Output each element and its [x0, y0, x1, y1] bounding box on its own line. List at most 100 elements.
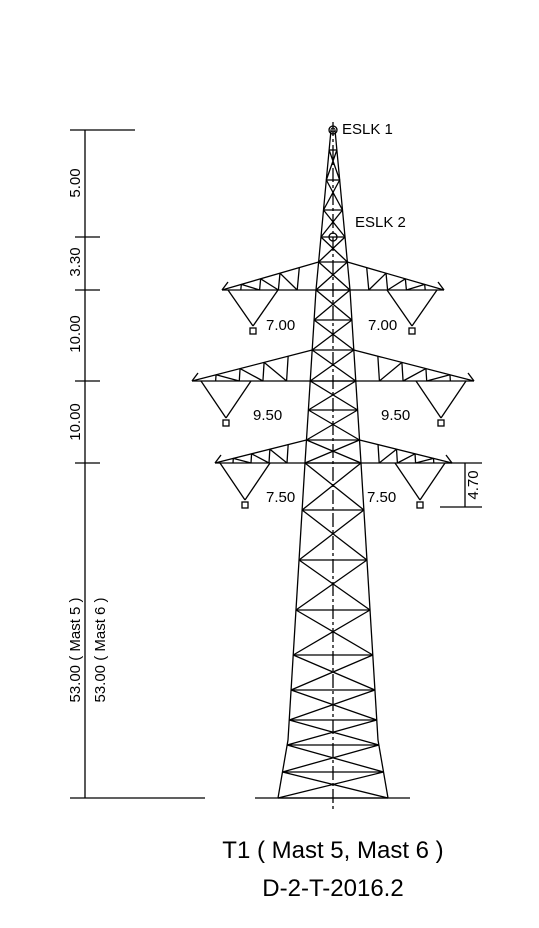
tower-member	[441, 381, 466, 418]
tower-member	[354, 350, 474, 381]
tower-member	[319, 262, 350, 290]
tower-member	[316, 290, 352, 320]
dim-label: 53.00 ( Mast 5 )	[67, 597, 84, 702]
tower-member	[310, 381, 357, 410]
tower-member	[378, 445, 379, 463]
dim-label: 53.00 ( Mast 6 )	[92, 597, 109, 702]
dim-label: 5.00	[67, 168, 84, 197]
tower-member	[395, 463, 420, 500]
tower-member	[405, 279, 406, 290]
tower-member	[379, 362, 401, 381]
tower-member	[388, 279, 406, 290]
tower-member	[250, 328, 256, 334]
tower-member	[302, 510, 367, 560]
tower-member	[297, 268, 299, 290]
dim-label: 3.30	[67, 247, 84, 276]
tower-member	[242, 502, 248, 508]
title: T1 ( Mast 5, Mast 6 )	[222, 837, 443, 864]
tower-member	[241, 284, 259, 290]
tower-member	[280, 273, 297, 290]
tower-member	[263, 362, 264, 381]
tower-member	[310, 350, 354, 381]
tower-member	[228, 290, 253, 326]
tower-member	[367, 268, 369, 290]
tower-member	[278, 772, 384, 798]
tower-member	[314, 320, 354, 350]
tower-member	[314, 290, 350, 320]
tower-member	[296, 610, 373, 655]
tower-member	[302, 463, 361, 510]
tower-member	[222, 262, 319, 290]
tower-member	[397, 449, 398, 463]
tower-member	[270, 449, 287, 463]
tower-member	[402, 362, 403, 381]
tower-member	[269, 449, 270, 463]
tower-member	[215, 440, 306, 463]
tower-member	[378, 356, 380, 381]
tower-member	[296, 560, 367, 610]
tower-member	[417, 502, 423, 508]
tower-member	[287, 445, 288, 463]
tower-member	[308, 410, 359, 440]
tower-member	[308, 381, 355, 410]
tower-member	[287, 356, 289, 381]
label: ESLK 2	[355, 214, 406, 231]
tower-member	[220, 463, 245, 500]
tower-member	[360, 440, 452, 463]
subtitle: D-2-T-2016.2	[262, 875, 403, 902]
tower-member	[261, 279, 279, 290]
tower-member	[223, 420, 229, 426]
tower-member	[192, 350, 312, 381]
tower-member	[252, 454, 269, 463]
tower-member	[299, 560, 370, 610]
tower-member	[397, 454, 415, 463]
dim-label: 10.00	[67, 403, 84, 441]
tower-member	[278, 130, 331, 798]
label: 7.50	[367, 489, 396, 506]
dimension-chain	[70, 130, 205, 798]
label: 9.50	[253, 407, 282, 424]
tower-member	[409, 328, 415, 334]
tower-member	[251, 454, 252, 463]
tower-member	[241, 284, 242, 290]
label: 7.00	[368, 317, 397, 334]
label: 7.50	[266, 489, 295, 506]
tower-member	[438, 420, 444, 426]
tower-member	[287, 745, 383, 772]
tower-member	[264, 362, 286, 381]
tower-member	[379, 449, 396, 463]
tower-member	[282, 745, 378, 772]
tower-member	[426, 369, 427, 381]
tower-member	[233, 458, 251, 463]
tower-member	[299, 510, 364, 560]
tower-member	[386, 273, 388, 290]
tower-member	[347, 262, 444, 290]
tower-member	[312, 320, 352, 350]
tower-member	[416, 458, 434, 463]
label: 9.50	[381, 407, 410, 424]
tower-member	[412, 290, 437, 326]
tower-member	[369, 273, 386, 290]
label: 7.00	[266, 317, 295, 334]
tower-member	[305, 463, 364, 510]
dim-label: 4.70	[465, 470, 482, 499]
tower-member	[406, 284, 424, 290]
tower-member	[282, 772, 388, 798]
tower-member	[216, 375, 239, 381]
tower-member	[403, 369, 426, 381]
tower-member	[260, 279, 261, 290]
dim-label: 10.00	[67, 315, 84, 353]
tower-member	[291, 655, 373, 690]
tower-member	[427, 375, 450, 381]
tower-member	[312, 350, 356, 381]
tower-member	[316, 262, 347, 290]
tower-member	[278, 273, 280, 290]
tower-member	[293, 655, 375, 690]
tower-member	[201, 381, 226, 418]
tower-member	[420, 463, 445, 500]
tower-member	[293, 610, 370, 655]
tower-member	[239, 369, 240, 381]
tower-member	[425, 284, 426, 290]
tower-member	[306, 410, 357, 440]
